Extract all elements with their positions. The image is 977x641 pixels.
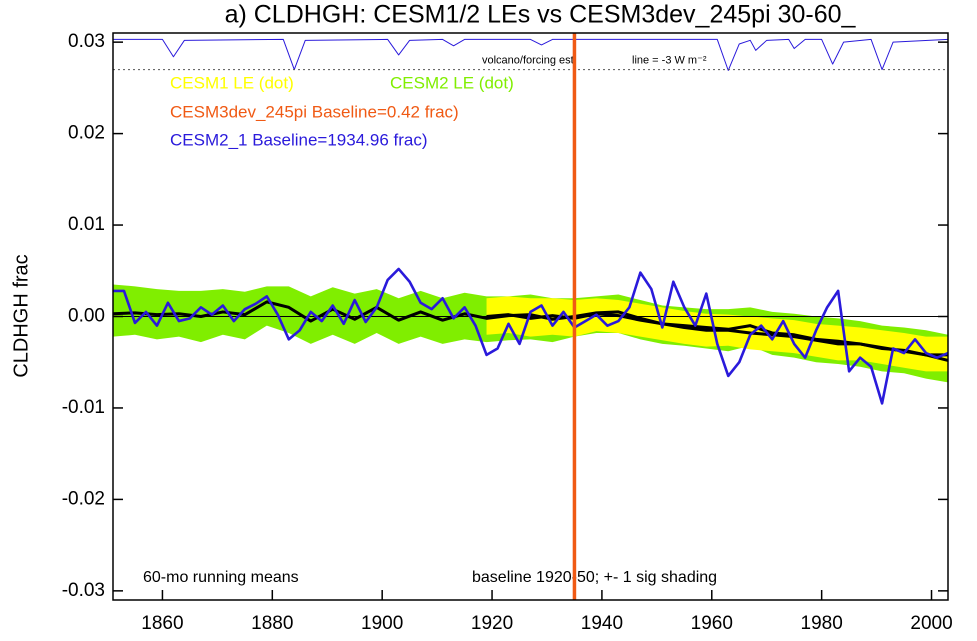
chart-title: a) CLDHGH: CESM1/2 LEs vs CESM3dev_245pi… bbox=[225, 1, 857, 29]
y-tick-label: 0.03 bbox=[68, 31, 105, 52]
y-tick-label: 0.01 bbox=[68, 214, 105, 235]
x-tick-label: 1960 bbox=[691, 613, 733, 634]
mean-line bbox=[486, 312, 948, 357]
x-tick-label: 1940 bbox=[581, 613, 623, 634]
y-tick-label: -0.02 bbox=[62, 488, 105, 509]
x-tick-label: 2000 bbox=[910, 613, 952, 634]
x-tick-label: 1860 bbox=[141, 613, 183, 634]
x-tick-label: 1880 bbox=[251, 613, 293, 634]
plot-area bbox=[113, 38, 948, 405]
x-tick-label: 1980 bbox=[801, 613, 843, 634]
annotation: baseline 1920-50; +- 1 sig shading bbox=[472, 569, 717, 586]
y-tick-label: 0.00 bbox=[68, 306, 105, 327]
series-line bbox=[113, 267, 948, 405]
volcano-label: volcano/forcing est. bbox=[482, 54, 577, 66]
shading-band bbox=[486, 296, 948, 372]
volcano-line bbox=[113, 38, 948, 71]
y-tick-label: -0.01 bbox=[62, 397, 105, 418]
y-axis-label: CLDHGH frac bbox=[10, 254, 32, 377]
annotation: 60-mo running means bbox=[143, 569, 299, 586]
y-tick-label: -0.03 bbox=[62, 580, 105, 601]
legend-entry: CESM1 LE (dot) bbox=[170, 73, 294, 92]
y-tick-label: 0.02 bbox=[68, 123, 105, 144]
volcano-ref-label: line = -3 W m⁻² bbox=[632, 54, 707, 66]
x-tick-label: 1900 bbox=[361, 613, 403, 634]
legend-entry: CESM3dev_245pi Baseline=0.42 frac) bbox=[170, 102, 459, 121]
legend-entry: CESM2 LE (dot) bbox=[390, 73, 514, 92]
x-tick-label: 1920 bbox=[471, 613, 513, 634]
legend-entry: CESM2_1 Baseline=1934.96 frac) bbox=[170, 130, 428, 149]
